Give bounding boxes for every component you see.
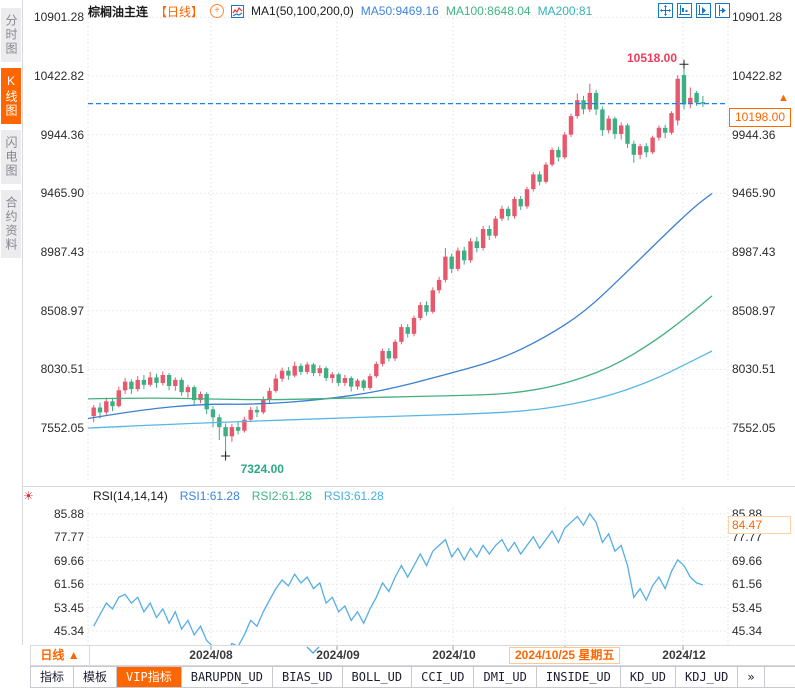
indicator-tab-1[interactable]: 模板	[74, 667, 118, 687]
indicator-tab-3[interactable]: BARUPDN_UD	[182, 667, 273, 687]
axis-tick-label: 8030.51	[732, 362, 776, 377]
axis-tick-label: 10422.82	[33, 68, 84, 83]
rsi-settings-sun-icon[interactable]: ☀	[23, 489, 34, 503]
add-indicator-icon[interactable]: +	[210, 4, 225, 18]
high-price-annotation: 10518.00	[626, 51, 678, 66]
sidebar-tab-1[interactable]: K线图	[1, 68, 21, 124]
indicator-tab-7[interactable]: DMI_UD	[474, 667, 537, 687]
rsi-title[interactable]: RSI(14,14,14)	[93, 489, 168, 503]
date-axis: 日线 ▲ 2024/08 2024/09 2024/10 2024/12 2024/1…	[30, 645, 795, 666]
axis-tick-label: 10422.82	[732, 68, 783, 83]
crosshair-icon[interactable]	[658, 3, 673, 18]
indicator-tab-9[interactable]: KD_UD	[621, 667, 676, 687]
axis-tick-label: 8987.43	[40, 245, 84, 260]
axis-tick-label: 61.56	[732, 577, 763, 592]
sidebar-tab-0[interactable]: 分时图	[1, 8, 21, 62]
axis-scale-left-icon[interactable]	[677, 3, 692, 18]
date-tick-label: 2024/10	[432, 648, 476, 662]
axis-tick-label: 8508.97	[40, 303, 84, 318]
indicator-tab-2[interactable]: VIP指标	[117, 667, 182, 687]
date-tick-label: 2024/08	[189, 648, 233, 662]
ma-settings-label[interactable]: MA1(50,100,200,0)	[251, 4, 354, 18]
indicator-tab-4[interactable]: BIAS_UD	[273, 667, 343, 687]
indicator-tab-5[interactable]: BOLL_UD	[343, 667, 413, 687]
ma100-value: MA100:8648.04	[445, 4, 531, 18]
sidebar-tab-2[interactable]: 闪电图	[1, 130, 21, 184]
indicator-tab-8[interactable]: INSIDE_UD	[537, 667, 621, 687]
last-price-badge: 10198.00	[729, 107, 791, 127]
axis-tick-label: 8987.43	[732, 245, 776, 260]
date-tick-label: 2024/09	[316, 648, 360, 662]
axis-tick-label: 7552.05	[732, 421, 776, 436]
axis-tick-label: 53.45	[53, 600, 84, 615]
axis-scale-right-icon[interactable]	[696, 3, 711, 18]
period-selector[interactable]: 日线 ▲	[31, 646, 90, 665]
axis-tick-label: 9944.36	[40, 127, 84, 142]
crosshair-date-badge: 2024/10/25 星期五	[509, 647, 621, 664]
axis-tick-label: 9944.36	[732, 127, 776, 142]
rsi-header: RSI(14,14,14) RSI1:61.28 RSI2:61.28 RSI3…	[93, 489, 384, 503]
sidebar-tab-3[interactable]: 合约资料	[1, 190, 21, 258]
axis-tick-label: 8508.97	[732, 303, 776, 318]
candlestick-chart-icon[interactable]	[231, 4, 245, 18]
indicator-tab-0[interactable]: 指标	[31, 667, 75, 687]
symbol-title: 棕榈油主连	[88, 4, 149, 19]
axis-tick-label: 8030.51	[40, 362, 84, 377]
axis-tick-label: 9465.90	[732, 186, 776, 201]
indicator-tab-6[interactable]: CCI_UD	[412, 667, 475, 687]
date-tick-label: 2024/12	[662, 648, 706, 662]
collapse-panel-chevron-icon[interactable]	[306, 643, 320, 657]
pan-right-icon[interactable]	[715, 3, 730, 18]
axis-tick-label: 45.34	[53, 624, 84, 638]
rsi3-value: RSI3:61.28	[323, 489, 384, 503]
axis-tick-label: 77.77	[53, 530, 84, 545]
axis-tick-label: 45.34	[732, 624, 763, 638]
indicator-tab-bar: 指标 模板 VIP指标 BARUPDN_UD BIAS_UD BOLL_UD CCI_UD D…	[30, 666, 795, 688]
ma50-value: MA50:9469.16	[360, 4, 439, 18]
indicator-tab-10[interactable]: KDJ_UD	[676, 667, 739, 687]
low-price-annotation: 7324.00	[240, 462, 284, 477]
axis-tick-label: 7552.05	[40, 421, 84, 436]
axis-tick-label: 85.88	[53, 507, 84, 521]
indicator-tab-11[interactable]: »	[738, 667, 765, 687]
axis-tick-label: 69.66	[732, 553, 763, 568]
rsi2-value: RSI2:61.28	[251, 489, 312, 503]
axis-tick-label: 10901.28	[33, 10, 84, 25]
chart-type-sidebar: 分时图 K线图闪电图合约资料	[0, 0, 22, 645]
period-label: 【日线】	[155, 4, 204, 19]
chart-toolbar	[658, 3, 730, 18]
axis-tick-label: 53.45	[732, 600, 763, 615]
ma200-value: MA200:81	[537, 4, 593, 18]
rsi-value-badge: 84.47	[728, 516, 791, 535]
axis-tick-label: 9465.90	[40, 186, 84, 201]
axis-tick-label: 10901.28	[732, 10, 783, 25]
chart-header: 棕榈油主连 【日线】 + MA1(50,100,200,0) MA50:9469…	[88, 3, 592, 19]
rsi1-value: RSI1:61.28	[179, 489, 240, 503]
go-to-latest-arrow-icon[interactable]: ▲	[778, 92, 789, 104]
axis-tick-label: 69.66	[53, 553, 84, 568]
axis-tick-label: 61.56	[53, 577, 84, 592]
